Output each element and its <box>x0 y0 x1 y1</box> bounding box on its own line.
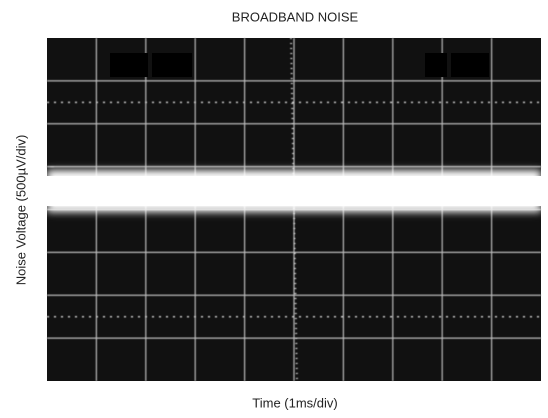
grid-line <box>290 37 298 382</box>
x-axis-label: Time (1ms/div) <box>252 395 337 410</box>
dark-patch <box>110 53 148 77</box>
scope-grid <box>47 37 541 382</box>
dark-patch <box>425 53 447 77</box>
noise-trace-core <box>47 176 541 206</box>
dark-patch <box>152 53 192 77</box>
y-axis-label: Noise Voltage (500µV/div) <box>13 135 28 286</box>
dark-patch <box>451 53 489 77</box>
chart-title: BROADBAND NOISE <box>232 9 359 24</box>
